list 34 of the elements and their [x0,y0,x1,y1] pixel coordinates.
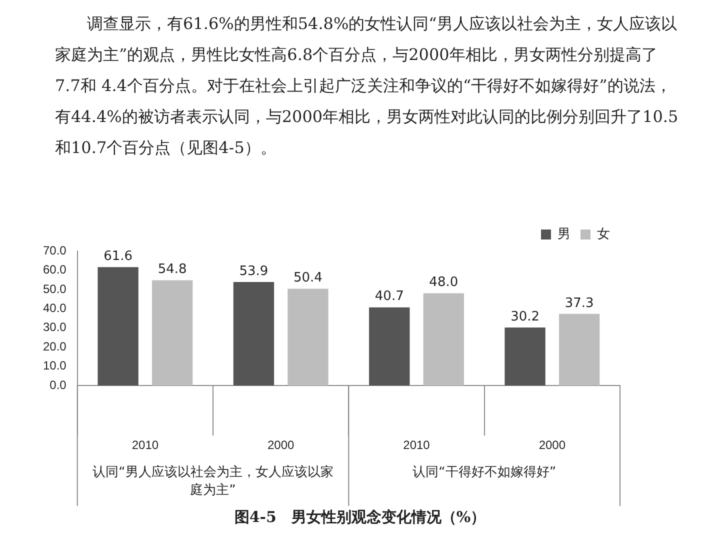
legend-label: 男 [558,226,570,242]
y-tick-label: 50.0 [42,282,67,296]
y-tick-label: 70.0 [42,243,67,258]
data-label: 48.0 [429,275,458,290]
text: 认同“干得好不如嫁得好” [412,464,556,480]
data-label: 61.6 [104,249,133,264]
data-label: 40.7 [374,289,404,304]
bar [233,282,274,386]
data-label: 53.9 [239,264,268,279]
x-tick-label: 2010 [132,438,159,452]
x-tick-label: 2010 [403,438,430,452]
bar [152,280,193,386]
y-tick-label: 40.0 [42,301,67,315]
x-tick-label: 2000 [538,438,566,452]
y-tick-label: 0.0 [50,378,67,392]
bar [369,307,410,386]
text: 认同“男人应该以社会为主，女人应该以家庭为主” [92,464,334,498]
data-label: 50.4 [294,270,322,286]
text: 图4-5 男女性别观念变化情况（%） [233,508,487,527]
bar [98,267,138,386]
bar [504,328,546,386]
x-tick-label: 2000 [267,438,295,452]
y-tick-label: 60.0 [42,262,67,277]
y-tick-label: 10.0 [42,358,67,373]
chart-subtitle: 调查显示，有61.6%的男性和54.8%的女性认同“男人应该以社会为主，女人应该以家庭为主”的观点，男性比女性高6.8个百分点，与2000年相比，男女两性分别提高了7.7和 4.4个百分点。对于在社会上引起广泛关注和争议的“干得好不如嫁得好”的说法，有44.4%的被访者表示认同，与2000年相比，男女两性对此认同的比例分别回升了10.5和10.7个百分点（见图4-5）。 [55,13,680,159]
bar [288,288,328,386]
legend-label: 女 [597,226,610,242]
y-tick-label: 20.0 [42,339,67,354]
data-label: 37.3 [564,296,594,311]
y-tick-label: 30.0 [42,320,67,334]
data-label: 30.2 [510,309,540,324]
bar [423,293,464,386]
bar [558,314,600,386]
data-label: 54.8 [158,262,187,278]
